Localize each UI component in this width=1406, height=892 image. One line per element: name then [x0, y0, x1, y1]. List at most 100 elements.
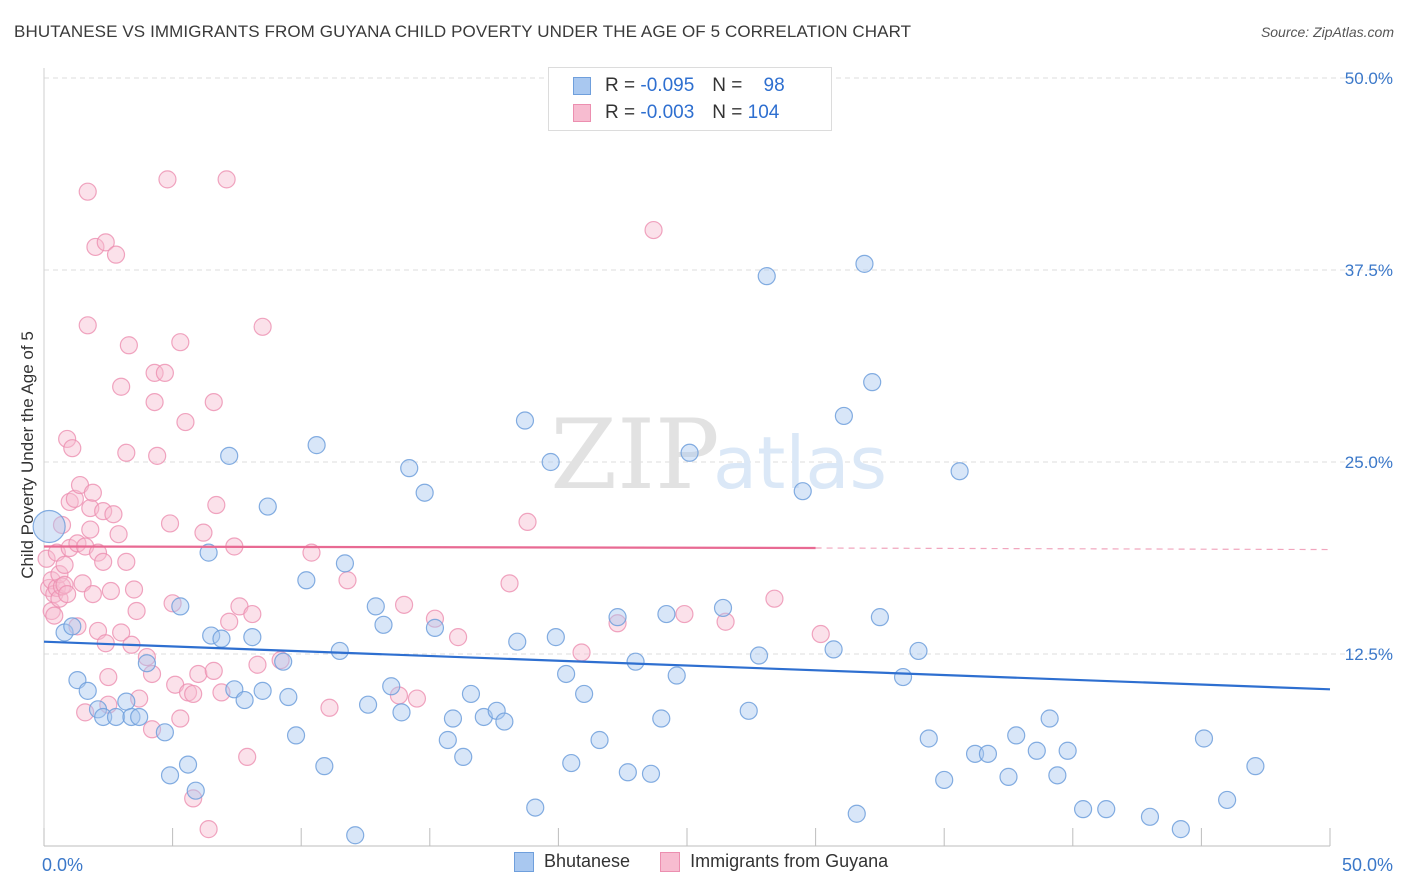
- data-point-bhutanese: [1097, 800, 1116, 819]
- chart-title: BHUTANESE VS IMMIGRANTS FROM GUYANA CHIL…: [14, 22, 912, 41]
- data-point-bhutanese: [122, 707, 141, 727]
- data-point-guyana: [448, 628, 468, 647]
- data-point-bhutanese: [1194, 729, 1214, 748]
- data-point-guyana: [407, 689, 427, 708]
- data-point-bhutanese: [667, 666, 686, 685]
- grid-lines: [44, 77, 1394, 655]
- data-point-bhutanese: [137, 654, 156, 673]
- axes: [43, 68, 1331, 847]
- data-point-bhutanese: [919, 729, 938, 748]
- data-point-bhutanese: [590, 730, 609, 750]
- data-point-bhutanese: [657, 604, 676, 624]
- data-point-bhutanese: [335, 554, 355, 573]
- data-point-bhutanese: [855, 254, 874, 273]
- data-point-bhutanese: [286, 726, 306, 745]
- x-tick-label: 0.0%: [42, 855, 83, 875]
- data-point-guyana: [58, 584, 77, 604]
- data-point-bhutanese: [382, 677, 401, 696]
- data-point-bhutanese: [63, 617, 82, 636]
- data-point-guyana: [117, 552, 136, 571]
- watermark-zip: ZIP: [550, 399, 719, 511]
- data-point-bhutanese: [253, 681, 272, 700]
- data-point-guyana: [142, 664, 162, 684]
- data-point-bhutanese: [652, 709, 671, 728]
- data-point-guyana: [518, 512, 537, 532]
- data-point-bhutanese: [562, 753, 581, 773]
- data-point-bhutanese: [749, 646, 769, 665]
- data-point-bhutanese: [893, 667, 913, 687]
- data-point-guyana: [117, 443, 136, 462]
- trend-line-guyana: [43, 545, 816, 550]
- data-point-bhutanese: [178, 755, 198, 774]
- data-point-bhutanese: [641, 764, 661, 783]
- data-point-guyana: [243, 604, 262, 624]
- data-point-bhutanese: [1246, 757, 1265, 776]
- data-point-bhutanese: [978, 744, 998, 763]
- data-point-bhutanese: [461, 684, 481, 704]
- data-point-bhutanese: [307, 436, 326, 455]
- data-point-bhutanese: [258, 497, 277, 516]
- source-label: Source: ZipAtlas.com: [1260, 24, 1394, 40]
- y-tick-label: 25.0%: [1345, 453, 1393, 472]
- data-point-bhutanese: [392, 703, 411, 722]
- legend-swatch-guyana: [660, 851, 681, 872]
- data-point-bhutanese: [279, 687, 298, 707]
- data-point-guyana: [127, 601, 146, 621]
- data-point-bhutanese: [220, 446, 239, 465]
- data-point-guyana: [94, 502, 113, 521]
- data-point-guyana: [106, 245, 126, 264]
- data-point-guyana: [572, 643, 591, 662]
- data-point-bhutanese: [834, 406, 853, 426]
- data-point-bhutanese: [739, 701, 758, 720]
- data-point-bhutanese: [78, 681, 97, 700]
- legend-item-bhutanese: Bhutanese: [514, 851, 630, 872]
- data-point-guyana: [109, 525, 128, 544]
- legend-r-value: -0.003: [640, 102, 695, 123]
- data-point-bhutanese: [557, 664, 576, 684]
- y-tick-label: 12.5%: [1345, 645, 1393, 664]
- data-point-guyana: [63, 439, 82, 458]
- data-point-guyana: [171, 333, 190, 352]
- data-point-bhutanese: [425, 618, 445, 637]
- legend-n-label: N =: [712, 75, 743, 96]
- data-point-bhutanese: [863, 373, 882, 392]
- legend-r-label: R =: [605, 102, 636, 123]
- data-point-guyana: [238, 747, 257, 767]
- data-point-guyana: [171, 709, 190, 728]
- data-point-guyana: [204, 661, 223, 680]
- data-point-bhutanese: [793, 482, 812, 501]
- data-point-guyana: [160, 514, 180, 533]
- watermark-atlas: atlas: [713, 421, 887, 505]
- data-point-bhutanese: [130, 707, 149, 727]
- data-point-bhutanese: [757, 267, 776, 286]
- data-point-bhutanese: [515, 411, 535, 430]
- data-point-guyana: [65, 489, 84, 508]
- data-point-guyana: [96, 233, 115, 252]
- data-point-bhutanese: [315, 757, 334, 776]
- legend-item-guyana: Immigrants from Guyana: [660, 851, 888, 872]
- data-point-bhutanese: [274, 652, 293, 671]
- data-point-bhutanese: [495, 712, 514, 731]
- data-point-guyana: [88, 543, 108, 562]
- data-point-bhutanese: [374, 615, 393, 634]
- y-tick-label: 50.0%: [1345, 69, 1393, 88]
- data-point-bhutanese: [870, 608, 890, 627]
- data-point-guyana: [83, 584, 102, 604]
- data-point-bhutanese: [909, 641, 928, 661]
- data-point-bhutanese: [202, 626, 221, 645]
- data-point-bhutanese: [443, 709, 463, 728]
- data-point-guyana: [644, 220, 663, 240]
- data-point-bhutanese: [1027, 741, 1046, 760]
- data-point-guyana: [45, 606, 64, 625]
- legend-label-bhutanese: Bhutanese: [544, 851, 631, 871]
- data-point-bhutanese: [541, 452, 560, 472]
- data-point-bhutanese: [1073, 800, 1093, 819]
- data-point-bhutanese: [212, 629, 231, 648]
- data-point-bhutanese: [824, 640, 843, 659]
- data-point-guyana: [124, 580, 144, 599]
- data-point-guyana: [155, 363, 174, 383]
- data-point-bhutanese: [546, 628, 565, 647]
- data-point-guyana: [60, 492, 79, 512]
- data-point-bhutanese: [1140, 807, 1160, 826]
- data-point-bhutanese: [1058, 741, 1077, 760]
